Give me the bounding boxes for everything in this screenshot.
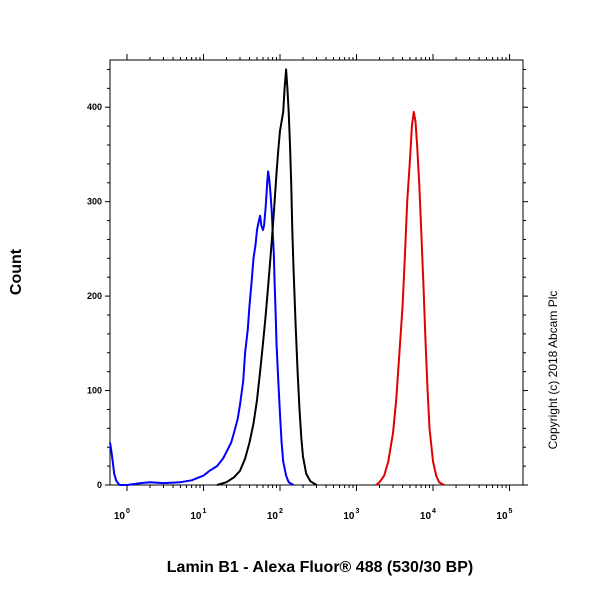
- x-tick-label-base: 10: [114, 511, 126, 522]
- y-tick-label: 400: [87, 102, 102, 112]
- x-tick-label-base: 10: [267, 511, 279, 522]
- x-tick-label-exponent: 2: [279, 508, 283, 515]
- x-tick-label-exponent: 5: [509, 508, 513, 515]
- x-axis-label: Lamin B1 - Alexa Fluor® 488 (530/30 BP): [167, 559, 473, 576]
- histogram-series-2: [216, 68, 318, 486]
- x-tick-label-exponent: 1: [202, 508, 206, 515]
- y-tick-label: 100: [87, 386, 102, 396]
- x-tick-label-exponent: 4: [432, 508, 436, 515]
- y-tick-label: 200: [87, 291, 102, 301]
- x-tick-label-exponent: 3: [356, 508, 360, 515]
- y-tick-label: 300: [87, 197, 102, 207]
- x-tick-label-base: 10: [190, 511, 202, 522]
- histogram-series-1: [109, 170, 295, 486]
- x-tick-label-base: 10: [420, 511, 432, 522]
- histogram-series-3: [375, 110, 445, 486]
- series-group: [109, 68, 445, 486]
- axis-ticks: [105, 54, 528, 491]
- plot-frame: [109, 59, 524, 486]
- x-tick-label-base: 10: [496, 511, 508, 522]
- copyright-annotation: Copyright (c) 2018 Abcam Plc: [546, 291, 560, 450]
- y-tick-label: 0: [97, 480, 102, 490]
- x-tick-label-base: 10: [343, 511, 355, 522]
- x-tick-label-exponent: 0: [126, 508, 130, 515]
- y-axis-label: Count: [8, 248, 25, 295]
